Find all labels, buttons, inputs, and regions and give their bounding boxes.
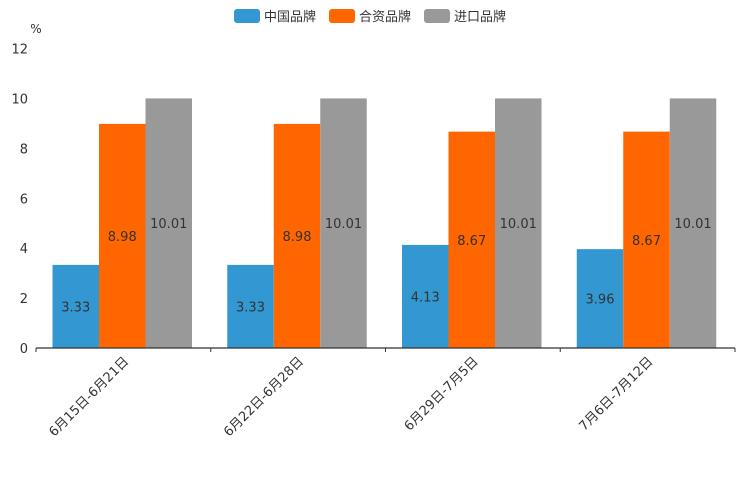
y-tick-label: 12 <box>11 43 28 58</box>
y-tick-label: 8 <box>20 142 28 157</box>
data-label-series-2-cat-4: 8.67 <box>632 234 661 249</box>
bar-series-3-cat-4[interactable] <box>669 98 717 349</box>
data-label-series-3-cat-3: 10.01 <box>500 217 537 232</box>
legend-swatch-3[interactable] <box>424 9 450 23</box>
data-label-series-1-cat-1: 3.33 <box>61 300 90 315</box>
y-axis-unit-label: % <box>30 22 41 36</box>
bar-series-3-cat-1[interactable] <box>145 98 193 349</box>
data-label-series-1-cat-2: 3.33 <box>236 300 265 315</box>
bar-series-1-cat-1[interactable] <box>52 264 100 348</box>
bar-series-1-cat-3[interactable] <box>402 244 449 348</box>
legend-label-3[interactable]: 进口品牌 <box>454 9 506 25</box>
data-label-series-1-cat-4: 3.96 <box>586 293 615 308</box>
y-tick-label: 6 <box>20 192 28 207</box>
bar-series-3-cat-2[interactable] <box>320 98 367 349</box>
data-label-series-1-cat-3: 4.13 <box>411 290 440 305</box>
legend-label-1[interactable]: 中国品牌 <box>264 9 316 25</box>
x-tick-label-3: 6月29日-7月5日 <box>402 354 482 434</box>
legend-label-2[interactable]: 合资品牌 <box>359 9 411 25</box>
legend-swatch-1[interactable] <box>234 9 260 23</box>
bar-series-3-cat-3[interactable] <box>495 98 542 349</box>
bar-series-1-cat-2[interactable] <box>227 264 274 348</box>
bars: 3.33 8.98 10.01 3.33 8.98 10.01 4.13 8.67 10.01 3… <box>52 98 717 349</box>
x-tick-label-2: 6月22日-6月28日 <box>221 354 307 440</box>
bar-series-2-cat-1[interactable] <box>99 123 146 348</box>
data-label-series-2-cat-2: 8.98 <box>283 230 312 245</box>
legend: 中国品牌 合资品牌 进口品牌 <box>234 9 506 25</box>
data-label-series-2-cat-3: 8.67 <box>457 234 486 249</box>
data-label-series-3-cat-4: 10.01 <box>674 217 711 232</box>
y-tick-label: 0 <box>20 342 28 357</box>
data-label-series-3-cat-2: 10.01 <box>325 217 362 232</box>
x-tick-label-1: 6月15日-6月21日 <box>46 354 132 440</box>
x-tick-label-4: 7月6日-7月12日 <box>577 354 657 434</box>
y-axis: 0 2 4 6 8 10 12 <box>11 43 28 358</box>
y-tick-label: 2 <box>20 292 28 307</box>
bar-series-2-cat-4[interactable] <box>623 131 670 348</box>
bar-series-1-cat-4[interactable] <box>576 249 624 348</box>
y-tick-label: 4 <box>20 242 28 257</box>
data-label-series-3-cat-1: 10.01 <box>150 217 187 232</box>
data-label-series-2-cat-1: 8.98 <box>108 230 137 245</box>
bar-series-2-cat-3[interactable] <box>448 131 496 348</box>
x-axis: 6月15日-6月21日 6月22日-6月28日 6月29日-7月5日 7月6日-7月1… <box>35 347 736 440</box>
legend-swatch-2[interactable] <box>329 9 355 23</box>
y-tick-label: 10 <box>11 92 28 107</box>
bar-series-2-cat-2[interactable] <box>273 123 321 348</box>
